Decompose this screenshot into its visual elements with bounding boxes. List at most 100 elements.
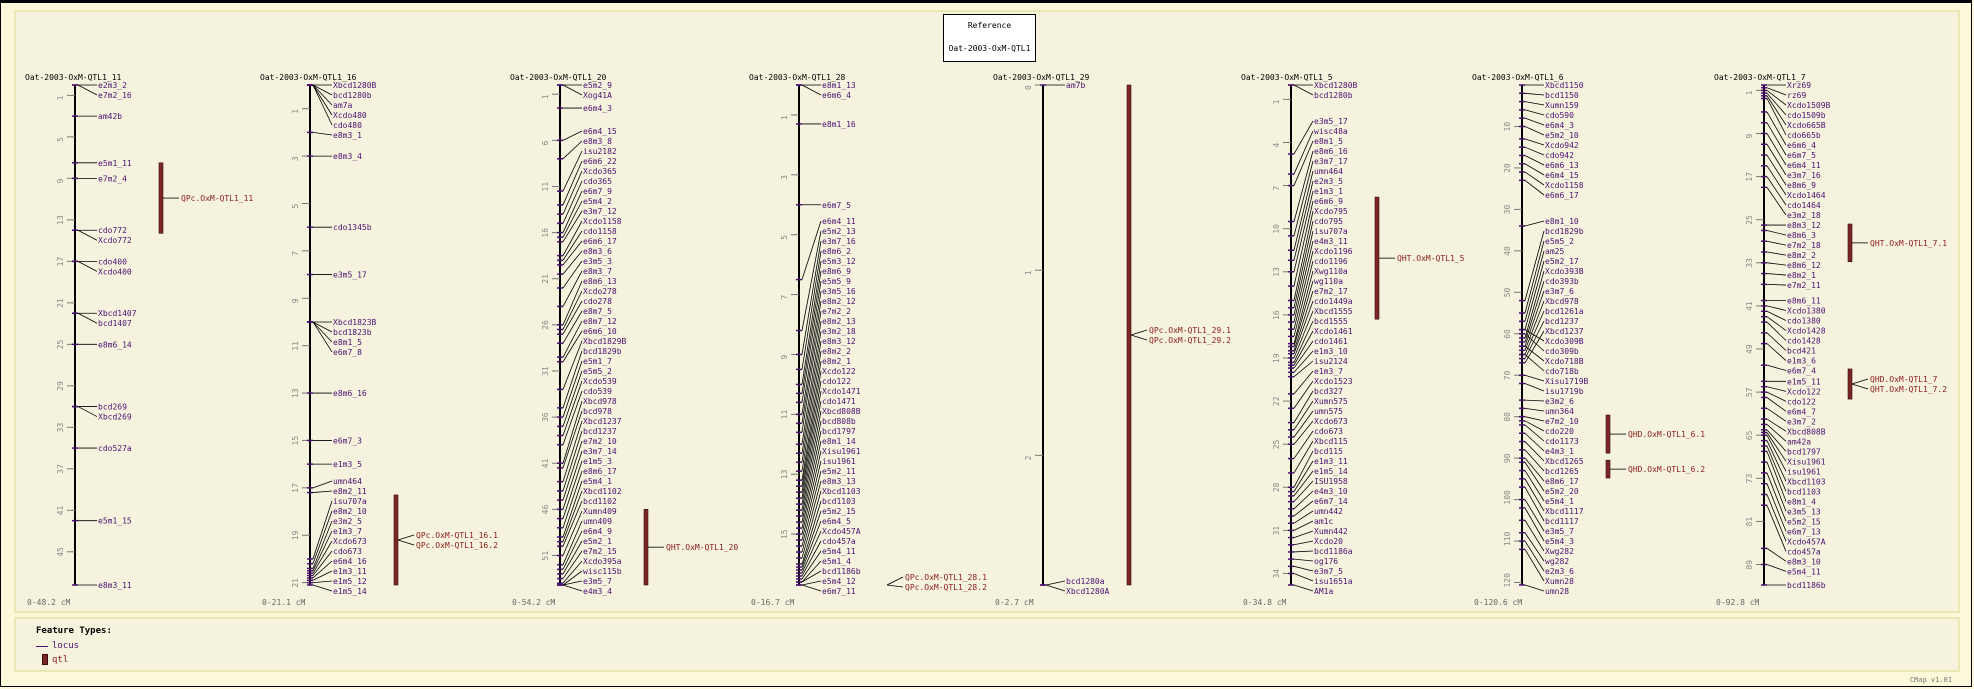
marker-label[interactable]: e8m3_1 bbox=[333, 131, 362, 140]
marker-label[interactable]: am42b bbox=[98, 112, 122, 121]
marker-label[interactable]: Xog41A bbox=[583, 91, 612, 100]
marker-label[interactable]: e8m3_11 bbox=[98, 581, 132, 590]
marker-label[interactable]: Xcdo1380 bbox=[1787, 307, 1826, 316]
marker-label[interactable]: e6m7_11 bbox=[822, 587, 856, 596]
marker-label[interactable]: e3m7_14 bbox=[583, 447, 617, 456]
marker-label[interactable]: Xcdo942 bbox=[1545, 141, 1579, 150]
marker-label[interactable]: e8m1_16 bbox=[822, 120, 856, 129]
marker-label[interactable]: bcd1186a bbox=[1314, 547, 1353, 556]
marker-label[interactable]: Xbcd1237 bbox=[583, 417, 622, 426]
marker-label[interactable]: e8m3_7 bbox=[583, 267, 612, 276]
marker-label[interactable]: e1m3_10 bbox=[1314, 347, 1348, 356]
marker-label[interactable]: e2m3_6 bbox=[1545, 567, 1574, 576]
marker-label[interactable]: e7m2_18 bbox=[1787, 241, 1821, 250]
marker-label[interactable]: e6m4_3 bbox=[583, 104, 612, 113]
marker-label[interactable]: bcd1237 bbox=[1545, 317, 1579, 326]
marker-label[interactable]: Xumn575 bbox=[1314, 397, 1348, 406]
marker-label[interactable]: e5m4_11 bbox=[822, 547, 856, 556]
marker-label[interactable]: cdo1196 bbox=[1314, 257, 1348, 266]
marker-label[interactable]: cdo309b bbox=[1545, 347, 1579, 356]
marker-label[interactable]: e5m5_9 bbox=[822, 277, 851, 286]
marker-label[interactable]: e1m3_11 bbox=[333, 567, 367, 576]
marker-label[interactable]: e6m7_3 bbox=[333, 436, 362, 445]
qtl-label[interactable]: QHT.OxM-QTL1_7.2 bbox=[1870, 385, 1947, 394]
marker-label[interactable]: isu1961 bbox=[1787, 467, 1821, 476]
marker-label[interactable]: Xcdo1509B bbox=[1787, 101, 1831, 110]
marker-label[interactable]: umn28 bbox=[1545, 587, 1569, 596]
marker-label[interactable]: e8m3_4 bbox=[333, 152, 362, 161]
marker-label[interactable]: bcd1280b bbox=[1314, 91, 1353, 100]
marker-label[interactable]: e6m7_9 bbox=[583, 187, 612, 196]
marker-label[interactable]: Xcdo400 bbox=[98, 267, 132, 276]
marker-label[interactable]: e5m4_11 bbox=[1787, 567, 1821, 576]
marker-label[interactable]: Xisu1961 bbox=[822, 447, 861, 456]
marker-label[interactable]: e3m5_3 bbox=[583, 257, 612, 266]
marker-label[interactable]: cdo122 bbox=[822, 377, 851, 386]
marker-label[interactable]: Xcdo1464 bbox=[1787, 191, 1826, 200]
marker-label[interactable]: bcd1103 bbox=[1787, 487, 1821, 496]
marker-label[interactable]: e6m4_11 bbox=[822, 217, 856, 226]
marker-label[interactable]: am7a bbox=[333, 101, 352, 110]
marker-label[interactable]: e6m6_22 bbox=[583, 157, 617, 166]
marker-label[interactable]: Xbcd1829B bbox=[583, 337, 627, 346]
marker-label[interactable]: e3m5_17 bbox=[333, 271, 367, 280]
marker-label[interactable]: Xcdo457A bbox=[822, 527, 861, 536]
marker-label[interactable]: isu1651a bbox=[1314, 577, 1353, 586]
marker-label[interactable]: Xcdo1471 bbox=[822, 387, 861, 396]
marker-label[interactable]: am1c bbox=[1314, 517, 1333, 526]
marker-label[interactable]: e1m3_11 bbox=[1314, 457, 1348, 466]
marker-label[interactable]: Xbcd1823B bbox=[333, 318, 377, 327]
reference-map-set[interactable]: Oat-2003-OxM-QTL1 bbox=[948, 44, 1031, 53]
marker-label[interactable]: e3m7_12 bbox=[583, 207, 617, 216]
marker-label[interactable]: cdo480 bbox=[333, 121, 362, 130]
marker-label[interactable]: Xcdo365 bbox=[583, 167, 617, 176]
marker-label[interactable]: Xcdo1523 bbox=[1314, 377, 1353, 386]
marker-label[interactable]: bcd1102 bbox=[583, 497, 617, 506]
marker-label[interactable]: e5m1_7 bbox=[583, 357, 612, 366]
marker-label[interactable]: e8m2_2 bbox=[1787, 251, 1816, 260]
marker-label[interactable]: e2m3_5 bbox=[1314, 177, 1343, 186]
marker-label[interactable]: cdo1449a bbox=[1314, 297, 1353, 306]
marker-label[interactable]: e3m2_6 bbox=[1545, 397, 1574, 406]
marker-label[interactable]: Xbcd1117 bbox=[1545, 507, 1584, 516]
marker-label[interactable]: Xcdo1158 bbox=[583, 217, 622, 226]
marker-label[interactable]: e6m4_5 bbox=[822, 517, 851, 526]
marker-label[interactable]: isu2124 bbox=[1314, 357, 1348, 366]
marker-label[interactable]: e5m2_1 bbox=[583, 537, 612, 546]
qtl-label[interactable]: QPc.OxM-QTL1_28.1 bbox=[905, 573, 987, 582]
qtl-label[interactable]: QHT.OxM-QTL1_20 bbox=[666, 543, 738, 552]
marker-label[interactable]: Xwg282 bbox=[1545, 547, 1574, 556]
marker-label[interactable]: e4m3_11 bbox=[1314, 237, 1348, 246]
qtl-label[interactable]: QPc.OxM-QTL1_16.2 bbox=[416, 541, 498, 550]
marker-label[interactable]: e8m6_13 bbox=[583, 277, 617, 286]
marker-label[interactable]: cdo539 bbox=[583, 387, 612, 396]
marker-label[interactable]: e6m4_15 bbox=[1545, 171, 1579, 180]
marker-label[interactable]: bcd1265 bbox=[1545, 467, 1579, 476]
marker-label[interactable]: Xbcd808B bbox=[1787, 427, 1826, 436]
marker-label[interactable]: umn442 bbox=[1314, 507, 1343, 516]
marker-label[interactable]: e5m2_11 bbox=[822, 467, 856, 476]
marker-label[interactable]: Xbcd1265 bbox=[1545, 457, 1584, 466]
marker-label[interactable]: e3m2_5 bbox=[333, 517, 362, 526]
marker-label[interactable]: Xisu1961 bbox=[1787, 457, 1826, 466]
marker-label[interactable]: bcd115 bbox=[1314, 447, 1343, 456]
qtl-bar[interactable] bbox=[1605, 459, 1611, 479]
marker-label[interactable]: e3m5_13 bbox=[1787, 507, 1821, 516]
marker-label[interactable]: bcd1261a bbox=[1545, 307, 1584, 316]
marker-label[interactable]: e8m7_12 bbox=[583, 317, 617, 326]
marker-label[interactable]: Xcdo395a bbox=[583, 557, 622, 566]
marker-label[interactable]: og176 bbox=[1314, 557, 1338, 566]
qtl-bar[interactable] bbox=[393, 494, 399, 586]
marker-label[interactable]: e8m6_3 bbox=[1787, 231, 1816, 240]
qtl-bar[interactable] bbox=[158, 162, 164, 234]
marker-label[interactable]: e3m2_18 bbox=[1787, 211, 1821, 220]
marker-label[interactable]: cdo1461 bbox=[1314, 337, 1348, 346]
marker-label[interactable]: e5m4_1 bbox=[1545, 497, 1574, 506]
marker-label[interactable]: Xcdo539 bbox=[583, 377, 617, 386]
marker-label[interactable]: Xbcd1103 bbox=[822, 487, 861, 496]
marker-label[interactable]: e2m3_2 bbox=[98, 81, 127, 90]
marker-label[interactable]: e6m7_5 bbox=[822, 201, 851, 210]
qtl-label[interactable]: QPc.OxM-QTL1_11 bbox=[181, 194, 253, 203]
marker-label[interactable]: e8m1_10 bbox=[1545, 217, 1579, 226]
marker-label[interactable]: am42a bbox=[1787, 437, 1811, 446]
